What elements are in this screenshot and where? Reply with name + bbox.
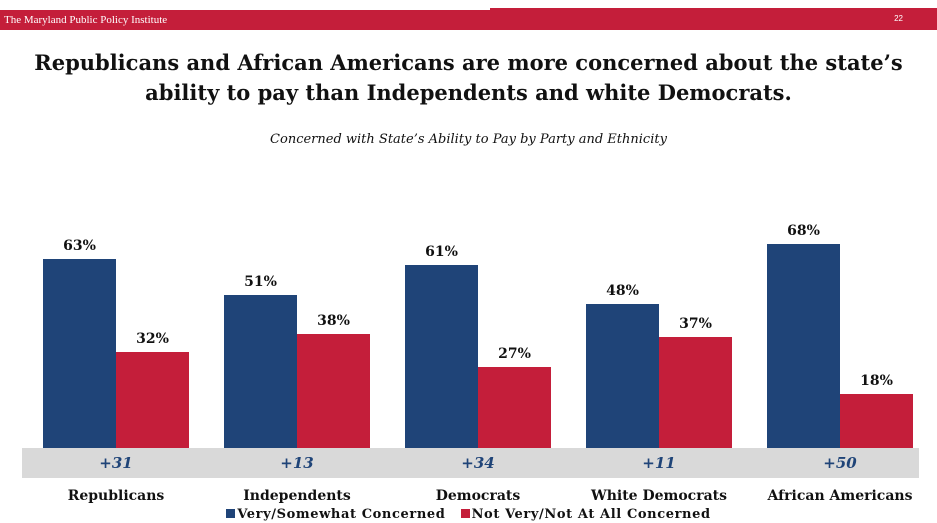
data-label-concerned-3: 48% <box>606 283 639 299</box>
bar-concerned-2 <box>405 265 478 448</box>
bar-not-concerned-2 <box>478 367 551 448</box>
bar-chart: 63% 32% +31 Republicans 51% 38% +13 Independent… <box>22 223 919 504</box>
difference-label-0: +31 <box>99 454 132 472</box>
bar-not-concerned-1 <box>297 334 370 448</box>
difference-label-3: +11 <box>642 454 675 472</box>
org-name: The Maryland Public Policy Institute <box>4 14 168 26</box>
legend: Very/Somewhat Concerned Not Very/Not At … <box>0 507 937 522</box>
bar-concerned-3 <box>586 304 659 448</box>
difference-band <box>22 448 919 478</box>
legend-label-concerned: Very/Somewhat Concerned <box>237 507 446 522</box>
legend-swatch-concerned <box>226 509 236 518</box>
category-label-0: Republicans <box>68 488 165 504</box>
difference-label-1: +13 <box>280 454 313 472</box>
data-label-not-concerned-0: 32% <box>136 331 169 347</box>
difference-label-4: +50 <box>823 454 857 472</box>
legend-label-not-concerned: Not Very/Not At All Concerned <box>471 507 711 522</box>
data-label-not-concerned-4: 18% <box>860 373 893 389</box>
data-label-concerned-1: 51% <box>244 274 277 290</box>
category-label-4: African Americans <box>767 488 913 504</box>
bar-concerned-4 <box>767 244 840 448</box>
difference-label-2: +34 <box>461 454 494 472</box>
institute-logo-icon <box>190 0 214 10</box>
bar-not-concerned-4 <box>840 394 913 448</box>
bar-concerned-1 <box>224 295 297 448</box>
category-label-3: White Democrats <box>590 488 727 504</box>
bar-not-concerned-3 <box>659 337 732 448</box>
chart-subtitle: Concerned with State’s Ability to Pay by… <box>270 132 667 147</box>
data-label-not-concerned-1: 38% <box>317 313 350 329</box>
data-label-concerned-2: 61% <box>425 244 458 260</box>
page-title: Republicans and African Americans are mo… <box>34 50 903 105</box>
legend-swatch-not-concerned <box>460 509 470 518</box>
legend-item-not-concerned: Not Very/Not At All Concerned <box>460 507 711 522</box>
data-label-concerned-4: 68% <box>787 223 820 239</box>
data-label-not-concerned-2: 27% <box>498 346 531 362</box>
bar-not-concerned-0 <box>116 352 189 448</box>
legend-item-concerned: Very/Somewhat Concerned <box>226 507 445 522</box>
category-label-2: Democrats <box>436 488 521 504</box>
bar-concerned-0 <box>43 259 116 448</box>
header-divider <box>0 8 490 10</box>
data-label-not-concerned-3: 37% <box>679 316 712 332</box>
page-number: 22 <box>894 14 903 23</box>
data-label-concerned-0: 63% <box>63 238 96 254</box>
category-label-1: Independents <box>243 488 351 504</box>
header-bar <box>0 8 937 30</box>
